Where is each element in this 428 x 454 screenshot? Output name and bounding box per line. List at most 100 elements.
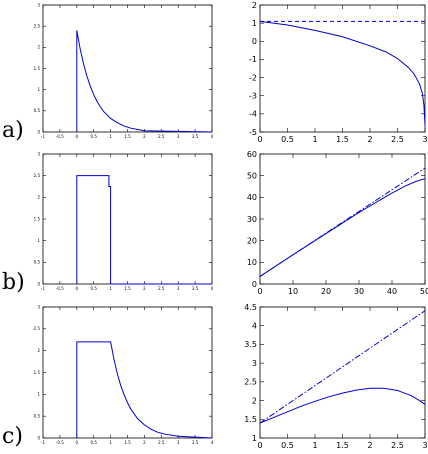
b-right-xtick-label: 20 xyxy=(321,287,331,296)
b-right-ytick-label: 40 xyxy=(247,193,257,202)
c-left-xtick-label: 3.5 xyxy=(192,440,199,445)
a-right-ytick-label: -2 xyxy=(249,73,257,82)
a-right-xtick-label: 3 xyxy=(422,135,427,144)
c-left-xtick-label: 4 xyxy=(211,440,214,445)
c-right-ytick-label: 3.5 xyxy=(244,340,257,349)
c-left-ytick-label: 2.5 xyxy=(34,326,41,331)
b-left-ytick-label: 1 xyxy=(37,238,40,243)
c-left-xtick-label: -0.5 xyxy=(56,440,64,445)
a-right-xtick-label: 1.5 xyxy=(336,135,349,144)
a-right-xtick-label: 2 xyxy=(367,135,372,144)
a-left-ytick-label: 0 xyxy=(37,129,40,134)
c-right-series-dashdot-line xyxy=(259,310,426,424)
b-left-xtick-label: -1 xyxy=(41,286,45,291)
b-left-ytick-label: 1.5 xyxy=(34,216,41,221)
c-left-xtick-label: -1 xyxy=(41,440,45,445)
c-right-xtick-label: 2 xyxy=(367,441,372,450)
row-label-c: c) xyxy=(2,424,23,449)
b-left-axes-frame xyxy=(42,153,213,285)
a-right-ytick-label: 0 xyxy=(252,37,257,46)
c-right-ytick-label: 1 xyxy=(252,434,257,443)
a-left-xtick-label: 1.5 xyxy=(124,134,131,139)
c-right-xtick-label: 2.5 xyxy=(391,441,404,450)
a-right-ytick-label: 1 xyxy=(252,19,257,28)
a-left-ytick-label: 0.5 xyxy=(34,108,41,113)
b-left-xtick-label: 3.5 xyxy=(192,286,199,291)
a-left-ytick-label: 2 xyxy=(37,45,40,50)
c-left-ytick-label: 0.5 xyxy=(34,414,41,419)
c-right-ytick-label: 3 xyxy=(252,359,257,368)
c-right-xtick-label: 3 xyxy=(422,441,427,450)
c-left-ytick-label: 3 xyxy=(37,304,40,309)
a-right-axes-frame xyxy=(259,4,426,133)
c-left-xtick-label: 3 xyxy=(177,440,180,445)
c-right-ytick-label: 4 xyxy=(252,322,257,331)
c-left-ytick-label: 1 xyxy=(37,392,40,397)
c-right-ytick-label: 4.5 xyxy=(244,303,257,312)
a-right-ytick-label: -1 xyxy=(249,55,257,64)
a-left-xtick-label: 0 xyxy=(76,134,79,139)
b-right-series-dashdot-line xyxy=(259,167,426,277)
b-left-xtick-label: 4 xyxy=(211,286,214,291)
c-left-ytick-label: 1.5 xyxy=(34,370,41,375)
a-right-xtick-label: 0 xyxy=(257,135,262,144)
c-right-ytick-label: 1.5 xyxy=(244,415,257,424)
b-right-ytick-label: 10 xyxy=(247,258,257,267)
b-left-ytick-label: 0 xyxy=(37,281,40,286)
c-right-series-curve xyxy=(259,387,426,424)
a-left-ytick-label: 1.5 xyxy=(34,66,41,71)
c-left-ytick-label: 0 xyxy=(37,435,40,440)
b-right-xtick-label: 40 xyxy=(387,287,397,296)
a-left-ytick-label: 1 xyxy=(37,87,40,92)
c-right-xtick-label: 0.5 xyxy=(281,441,294,450)
b-left-ytick-label: 3 xyxy=(37,151,40,156)
c-left-ytick-label: 2 xyxy=(37,348,40,353)
a-left-xtick-label: 1 xyxy=(109,134,112,139)
a-right-ytick-label: -5 xyxy=(249,128,257,137)
row-label-b: b) xyxy=(2,270,25,295)
a-left-xtick-label: 2.5 xyxy=(158,134,165,139)
b-left-xtick-label: 1.5 xyxy=(124,286,131,291)
row-label-a: a) xyxy=(2,118,24,143)
c-right-axes-frame xyxy=(259,306,426,439)
b-right-ytick-label: 50 xyxy=(247,171,257,180)
b-left-xtick-label: 2 xyxy=(143,286,146,291)
c-left-series-curve xyxy=(76,341,213,439)
c-left-xtick-label: 0 xyxy=(76,440,79,445)
a-left-axes-frame xyxy=(42,4,213,133)
b-left-ytick-label: 0.5 xyxy=(34,260,41,265)
c-left-axes-frame xyxy=(42,306,213,439)
a-right-xtick-label: 0.5 xyxy=(281,135,294,144)
c-right-ytick-label: 2.5 xyxy=(244,378,257,387)
b-right-xtick-label: 30 xyxy=(354,287,364,296)
b-right-ytick-label: 60 xyxy=(247,150,257,159)
b-right-xtick-label: 50 xyxy=(420,287,428,296)
b-left-xtick-label: 0.5 xyxy=(91,286,98,291)
a-left-xtick-label: -0.5 xyxy=(56,134,64,139)
c-right-xtick-label: 0 xyxy=(257,441,262,450)
a-left-xtick-label: -1 xyxy=(41,134,45,139)
b-left-ytick-label: 2.5 xyxy=(34,173,41,178)
a-right-series-curve xyxy=(259,20,426,125)
b-left-xtick-label: 0 xyxy=(76,286,79,291)
c-right-ytick-label: 2 xyxy=(252,396,257,405)
b-right-axes-frame xyxy=(259,153,426,285)
a-left-ytick-label: 3 xyxy=(37,2,40,7)
c-left-xtick-label: 0.5 xyxy=(91,440,98,445)
a-left-xtick-label: 0.5 xyxy=(91,134,98,139)
b-left-ytick-label: 2 xyxy=(37,195,40,200)
b-right-xtick-label: 10 xyxy=(288,287,298,296)
a-right-ytick-label: 2 xyxy=(252,1,257,10)
b-left-xtick-label: -0.5 xyxy=(56,286,64,291)
b-left-xtick-label: 1 xyxy=(109,286,112,291)
c-left-xtick-label: 1 xyxy=(109,440,112,445)
a-left-ytick-label: 2.5 xyxy=(34,24,41,29)
a-right-ytick-label: -4 xyxy=(249,110,257,119)
a-right-ytick-label: -3 xyxy=(249,92,257,101)
b-right-ytick-label: 20 xyxy=(247,236,257,245)
b-right-xtick-label: 0 xyxy=(257,287,262,296)
a-left-xtick-label: 4 xyxy=(211,134,214,139)
b-left-series-curve xyxy=(76,175,212,285)
c-left-xtick-label: 1.5 xyxy=(124,440,131,445)
a-left-xtick-label: 3 xyxy=(177,134,180,139)
